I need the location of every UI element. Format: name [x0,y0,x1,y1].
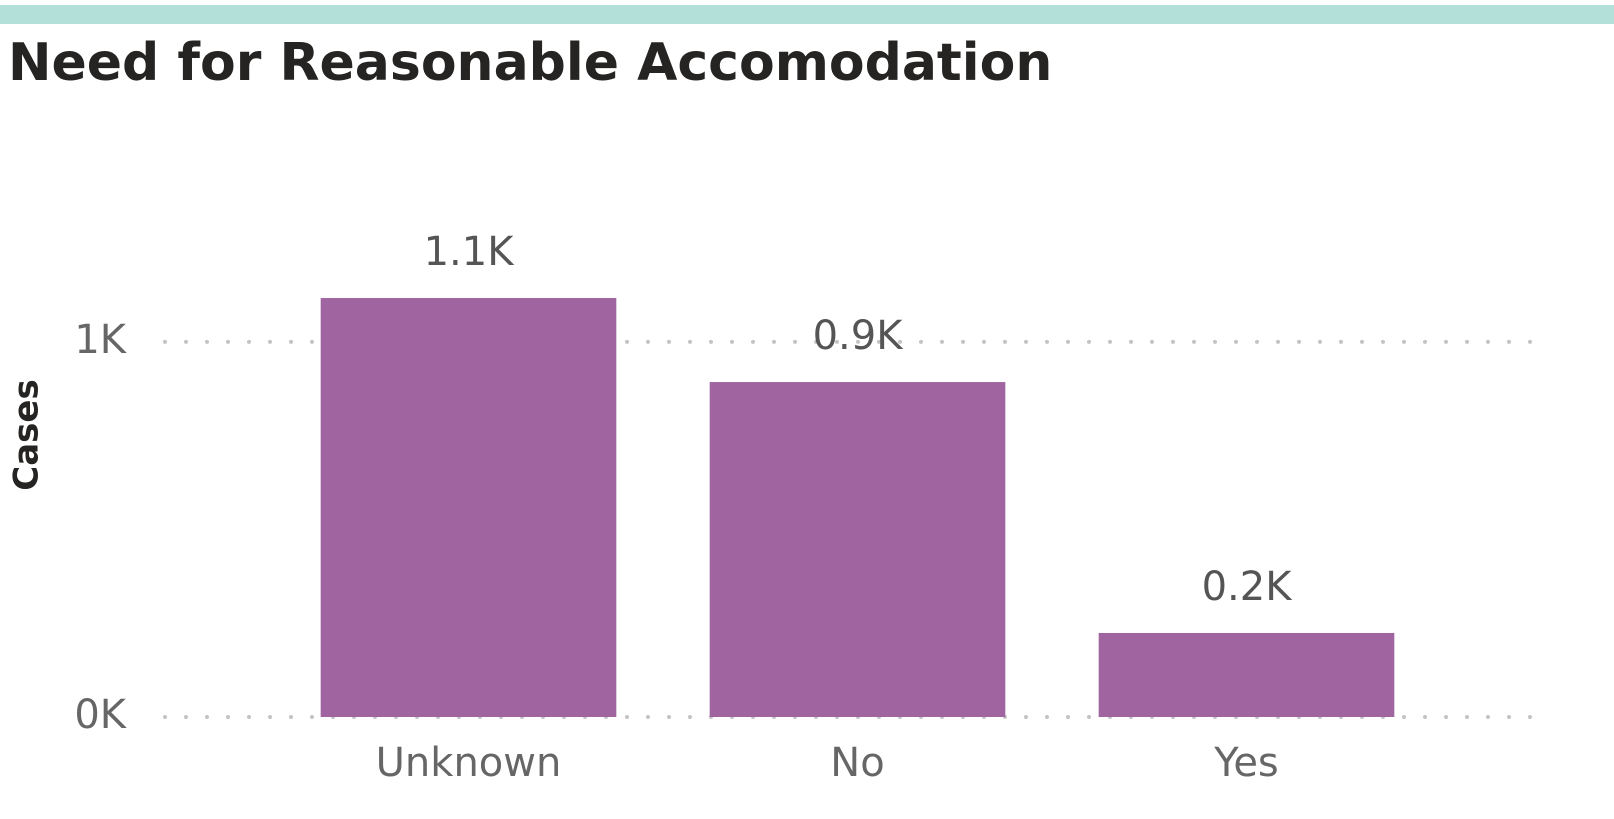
data-label: 0.9K [813,313,905,359]
chart-title: Need for Reasonable Accomodation [8,33,1052,93]
y-tick-label: 1K [74,317,127,363]
data-label: 0.2K [1202,564,1294,610]
data-label: 1.1K [424,229,516,275]
x-tick-label: Yes [1213,740,1279,786]
y-axis-label: Cases [7,379,47,490]
bar [1098,632,1395,717]
x-tick-label: Unknown [376,740,562,786]
x-tick-label: No [830,740,884,786]
y-tick-label: 0K [74,692,127,738]
bar [320,298,617,717]
header-band [0,5,1614,24]
bar [709,382,1006,717]
